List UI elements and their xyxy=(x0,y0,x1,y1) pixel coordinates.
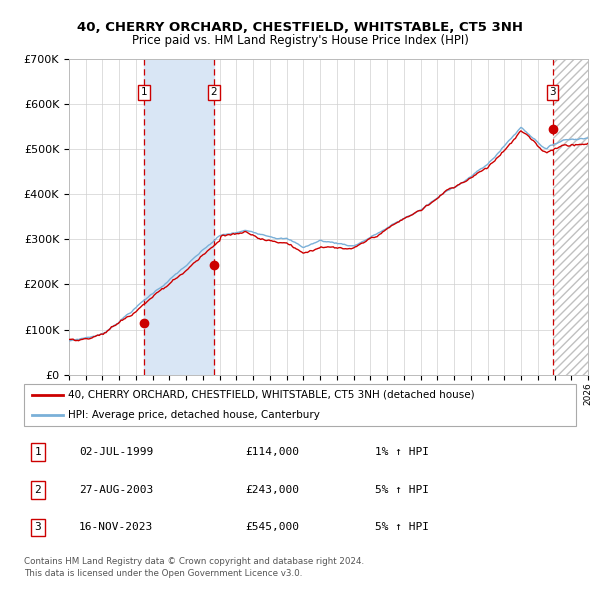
Text: Price paid vs. HM Land Registry's House Price Index (HPI): Price paid vs. HM Land Registry's House … xyxy=(131,34,469,47)
Bar xyxy=(145,59,214,375)
Text: 1% ↑ HPI: 1% ↑ HPI xyxy=(374,447,428,457)
Text: £243,000: £243,000 xyxy=(245,485,299,494)
Text: 27-AUG-2003: 27-AUG-2003 xyxy=(79,485,154,494)
Text: 3: 3 xyxy=(549,87,556,97)
Text: 16-NOV-2023: 16-NOV-2023 xyxy=(79,523,154,532)
Text: 3: 3 xyxy=(34,523,41,532)
Text: £545,000: £545,000 xyxy=(245,523,299,532)
Text: 40, CHERRY ORCHARD, CHESTFIELD, WHITSTABLE, CT5 3NH: 40, CHERRY ORCHARD, CHESTFIELD, WHITSTAB… xyxy=(77,21,523,34)
Text: 1: 1 xyxy=(141,87,148,97)
Text: £114,000: £114,000 xyxy=(245,447,299,457)
Text: 40, CHERRY ORCHARD, CHESTFIELD, WHITSTABLE, CT5 3NH (detached house): 40, CHERRY ORCHARD, CHESTFIELD, WHITSTAB… xyxy=(68,390,475,400)
Text: 5% ↑ HPI: 5% ↑ HPI xyxy=(374,485,428,494)
Text: This data is licensed under the Open Government Licence v3.0.: This data is licensed under the Open Gov… xyxy=(24,569,302,578)
Text: 5% ↑ HPI: 5% ↑ HPI xyxy=(374,523,428,532)
Text: HPI: Average price, detached house, Canterbury: HPI: Average price, detached house, Cant… xyxy=(68,409,320,419)
Text: 2: 2 xyxy=(211,87,217,97)
Text: Contains HM Land Registry data © Crown copyright and database right 2024.: Contains HM Land Registry data © Crown c… xyxy=(24,557,364,566)
Text: 1: 1 xyxy=(34,447,41,457)
Bar xyxy=(553,59,588,375)
Text: 2: 2 xyxy=(34,485,41,494)
Text: 02-JUL-1999: 02-JUL-1999 xyxy=(79,447,154,457)
